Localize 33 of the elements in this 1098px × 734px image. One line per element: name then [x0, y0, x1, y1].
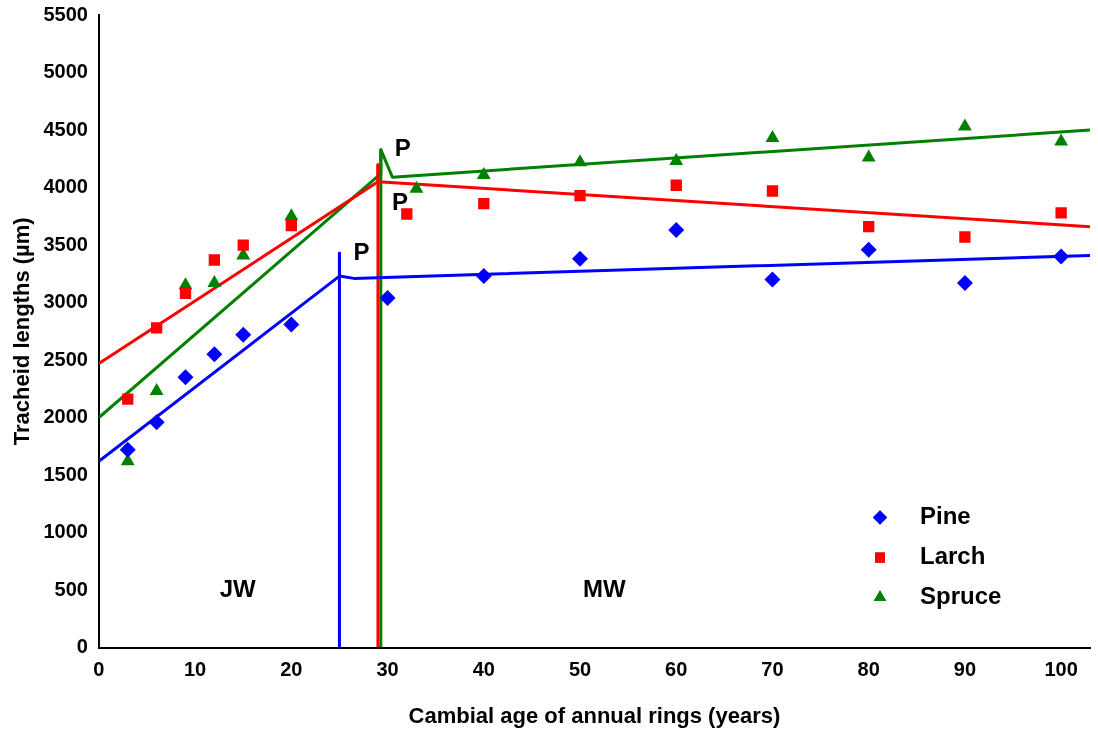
y-tick-label: 2500	[43, 347, 88, 370]
y-tick-label: 500	[54, 577, 88, 600]
x-tick-label: 30	[376, 658, 399, 681]
x-tick-label: 0	[93, 658, 105, 681]
legend-label: Spruce	[920, 582, 1002, 610]
y-tick-label: 5000	[43, 60, 88, 83]
x-tick-label: 20	[280, 658, 303, 681]
x-tick-label: 50	[568, 658, 592, 681]
y-tick-label: 2000	[43, 405, 88, 428]
x-tick-label: 40	[472, 658, 495, 681]
annotation: P	[391, 188, 408, 216]
x-tick-label: 70	[761, 658, 784, 681]
annotation: MW	[583, 575, 627, 603]
y-tick-label: 4000	[43, 175, 88, 198]
legend-label: Larch	[920, 542, 986, 570]
y-tick-label: 1500	[43, 462, 88, 485]
x-tick-label: 10	[183, 658, 207, 681]
x-tick-label: 60	[665, 658, 688, 681]
y-tick-label: 4500	[43, 117, 88, 140]
y-tick-label: 5500	[43, 2, 88, 25]
annotation: P	[394, 134, 411, 162]
x-tick-label: 90	[953, 658, 977, 681]
y-tick-label: 0	[76, 635, 88, 658]
y-tick-label: 3000	[43, 290, 88, 313]
y-tick-label: 3500	[43, 232, 88, 255]
x-tick-label: 100	[1044, 658, 1078, 681]
y-tick-label: 1000	[43, 520, 88, 543]
x-axis-title: Cambial age of annual rings (years)	[408, 702, 781, 728]
annotation: P	[353, 237, 370, 265]
legend-label: Pine	[920, 502, 971, 530]
y-axis-title: Tracheid lengths (µm)	[9, 217, 35, 446]
x-tick-label: 80	[857, 658, 880, 681]
annotation: JW	[219, 575, 256, 603]
